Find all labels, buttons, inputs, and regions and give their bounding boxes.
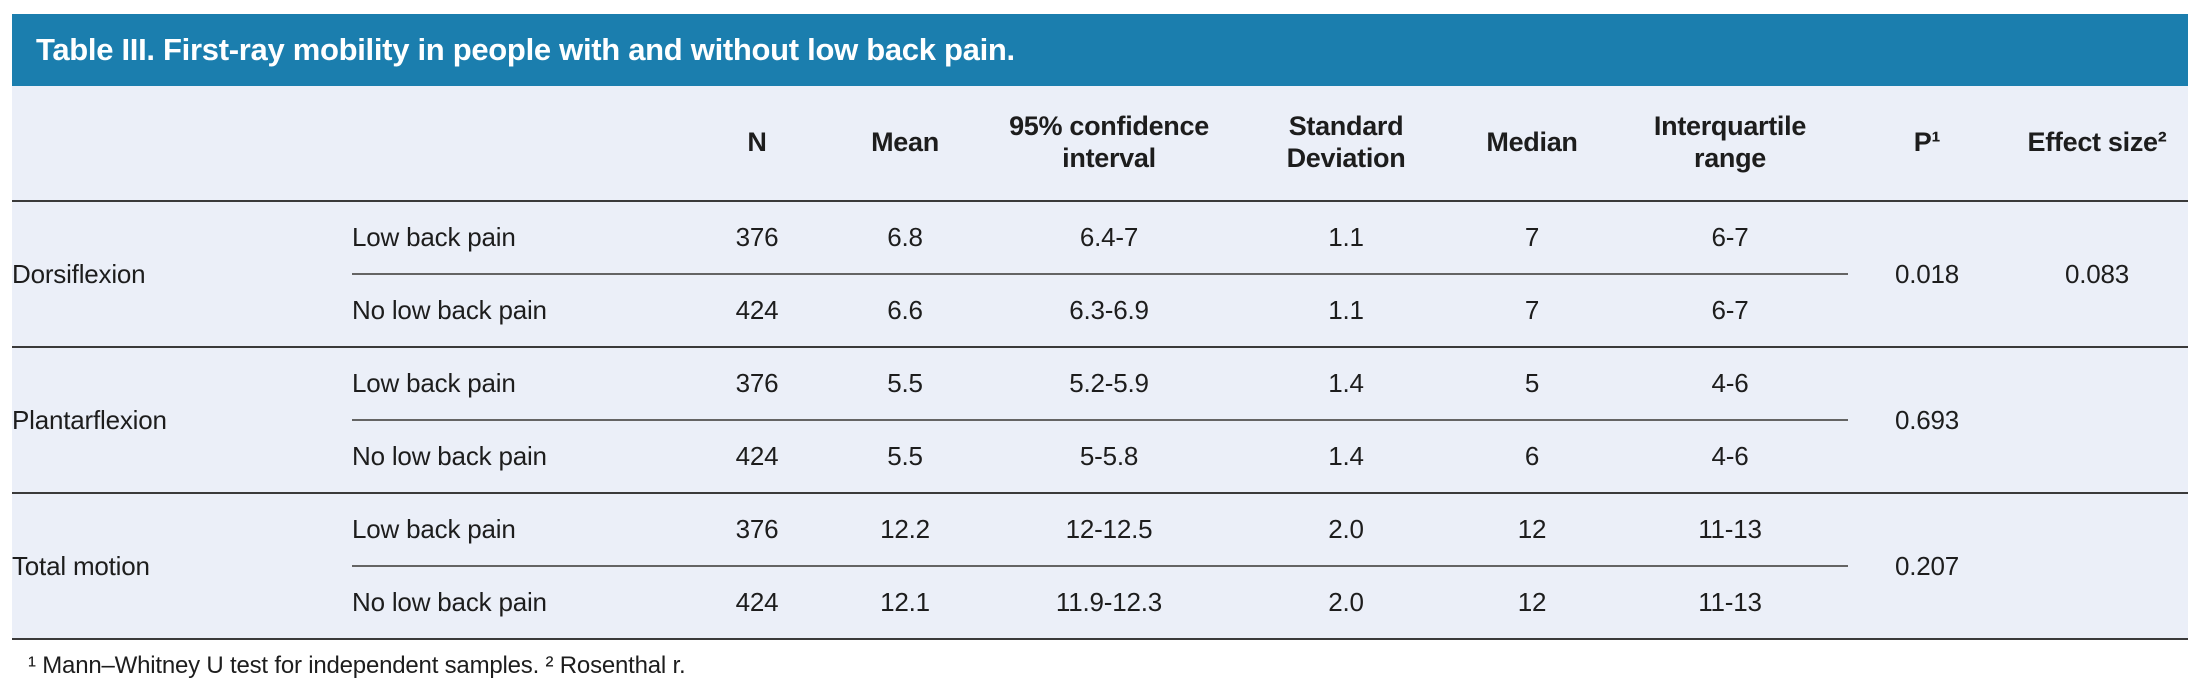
table-row: No low back pain 424 6.6 6.3-6.9 1.1 7 6… [12,274,2188,347]
group-plantarflexion: Plantarflexion Low back pain 376 5.5 5.2… [12,347,2188,493]
cell-sd: 2.0 [1240,493,1452,567]
col-header-standard-deviation: Standard Deviation [1286,111,1406,173]
cell-condition: Low back pain [352,347,682,421]
table-row: Plantarflexion Low back pain 376 5.5 5.2… [12,347,2188,435]
cell-iqr: 6-7 [1612,201,1848,275]
cell-p-value: 0.207 [1894,550,1960,581]
table-row: Total motion Low back pain 376 12.2 12-1… [12,493,2188,581]
col-header-n: N [747,127,767,158]
cell-n: 376 [682,347,832,421]
cell-condition: No low back pain [352,441,547,471]
col-header-mean: Mean [871,127,939,158]
cell-n: 424 [735,587,779,617]
cell-condition: No low back pain [352,587,547,617]
group-total-motion: Total motion Low back pain 376 12.2 12-1… [12,493,2188,639]
col-header-condition-blank [352,86,682,201]
col-header-rowlabel-blank [12,86,352,201]
table-title: Table III. First-ray mobility in people … [36,32,1015,67]
cell-effect-size: 0.083 [2064,258,2130,289]
cell-n: 376 [682,493,832,567]
cell-condition: Low back pain [352,201,682,275]
cell-sd: 1.1 [1240,201,1452,275]
cell-mean: 5.5 [832,347,978,421]
cell-median: 5 [1452,347,1612,421]
cell-ci: 11.9-12.3 [1055,587,1163,617]
cell-sd: 2.0 [1328,587,1364,617]
table-row: No low back pain 424 12.1 11.9-12.3 2.0 … [12,566,2188,639]
header-row: N Mean 95% confidence interval Standard … [12,86,2188,201]
cell-sd: 1.4 [1328,441,1364,471]
cell-median: 7 [1452,201,1612,275]
first-ray-mobility-table: N Mean 95% confidence interval Standard … [12,86,2188,640]
cell-iqr: 4-6 [1612,347,1848,421]
cell-iqr: 11-13 [1698,587,1762,617]
cell-mean: 6.8 [832,201,978,275]
cell-n: 424 [735,295,779,325]
cell-ci: 6.3-6.9 [1069,295,1149,325]
row-label-total-motion: Total motion [12,550,150,581]
table-row: Dorsiflexion Low back pain 376 6.8 6.4-7… [12,201,2188,289]
cell-median: 6 [1524,441,1540,471]
cell-ci: 5.2-5.9 [978,347,1240,421]
cell-iqr: 11-13 [1612,493,1848,567]
cell-n: 424 [735,441,779,471]
table-card: Table III. First-ray mobility in people … [12,14,2188,680]
row-label-dorsiflexion: Dorsiflexion [12,258,146,289]
cell-effect-size [2006,493,2188,639]
col-header-confidence-interval: 95% confidence interval [1009,111,1209,173]
cell-n: 376 [682,201,832,275]
table-title-bar: Table III. First-ray mobility in people … [12,14,2188,86]
cell-median: 12 [1452,493,1612,567]
cell-condition: Low back pain [352,493,682,567]
cell-ci: 12-12.5 [978,493,1240,567]
cell-condition: No low back pain [352,295,547,325]
table-footnote: ¹ Mann–Whitney U test for independent sa… [28,652,686,679]
col-header-interquartile-range: Interquartile range [1653,111,1807,173]
cell-ci: 6.4-7 [978,201,1240,275]
row-label-plantarflexion: Plantarflexion [12,404,167,435]
col-header-p: P¹ [1913,127,1941,158]
cell-iqr: 6-7 [1711,295,1749,325]
cell-mean: 12.2 [832,493,978,567]
group-dorsiflexion: Dorsiflexion Low back pain 376 6.8 6.4-7… [12,201,2188,347]
col-header-median: Median [1486,127,1578,158]
cell-effect-size [2006,347,2188,493]
cell-mean: 5.5 [887,441,923,471]
cell-ci: 5-5.8 [1079,441,1139,471]
table-row: No low back pain 424 5.5 5-5.8 1.4 6 4-6 [12,420,2188,493]
col-header-effect-size: Effect size² [2027,127,2167,158]
cell-p-value: 0.018 [1894,258,1960,289]
cell-sd: 1.4 [1240,347,1452,421]
cell-median: 7 [1524,295,1540,325]
cell-iqr: 4-6 [1711,441,1749,471]
cell-mean: 12.1 [880,587,930,617]
cell-sd: 1.1 [1328,295,1364,325]
cell-p-value: 0.693 [1894,404,1960,435]
cell-median: 12 [1517,587,1547,617]
cell-mean: 6.6 [887,295,923,325]
